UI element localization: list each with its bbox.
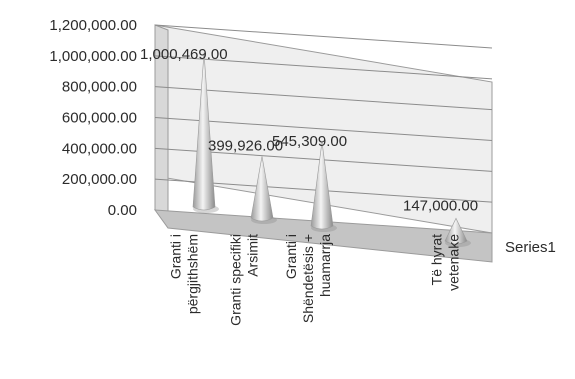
category-label-line: Arsimit (245, 234, 261, 277)
category-label-line: përgjithshëm (185, 234, 201, 314)
data-label: 545,309.00 (272, 133, 347, 150)
y-tick-label: 1,000,000.00 (49, 48, 137, 65)
category-label: Granti i Shëndetësis + huamarrja (283, 234, 333, 323)
category-label-line: huamarrja (317, 234, 333, 297)
legend-label: Series1 (505, 239, 556, 256)
y-axis-ticks: 0.00 200,000.00 400,000.00 600,000.00 800,00… (49, 17, 137, 219)
category-label-line: Granti i (168, 234, 184, 279)
y-tick-label: 0.00 (108, 202, 137, 219)
category-label-line: Granti i (283, 234, 299, 279)
y-tick-label: 200,000.00 (62, 171, 137, 188)
y-tick-label: 1,200,000.00 (49, 17, 137, 34)
legend: Series1 (505, 239, 556, 256)
y-tick-label: 400,000.00 (62, 140, 137, 157)
y-tick-label: 800,000.00 (62, 79, 137, 96)
data-label: 147,000.00 (403, 197, 478, 214)
category-label: Granti specifiki Arsimit (228, 234, 261, 326)
category-label-line: vetenake (446, 234, 462, 291)
category-label-line: Shëndetësis + (300, 234, 316, 323)
category-label: Të hyrat vetenake (429, 234, 462, 291)
plot-area: 0.00 200,000.00 400,000.00 600,000.00 800,00… (49, 17, 492, 326)
category-label: Granti i përgjithshëm (168, 234, 201, 314)
y-tick-label: 600,000.00 (62, 110, 137, 127)
data-label: 1,000,469.00 (140, 46, 228, 63)
category-label-line: Granti specifiki (228, 234, 244, 326)
category-label-line: Të hyrat (429, 234, 445, 285)
